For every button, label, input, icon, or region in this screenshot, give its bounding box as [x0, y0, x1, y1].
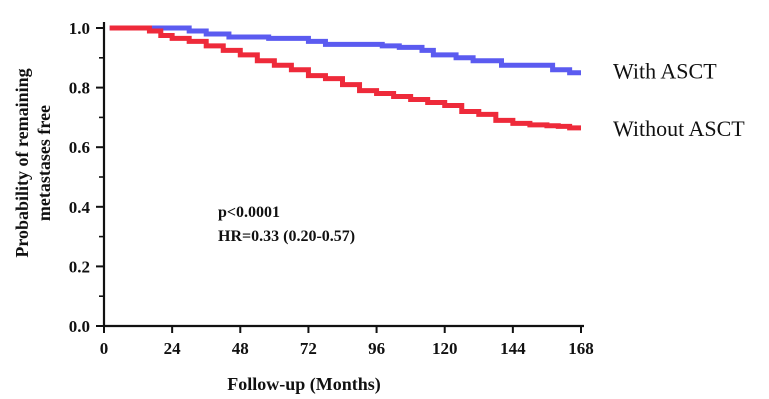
y-axis-title-line-1: Probability of remaining	[12, 68, 32, 257]
x-axis-title: Follow-up (Months)	[227, 374, 381, 395]
y-axis-title-group: Probability of remaining metastases free	[12, 68, 54, 257]
axes: 0.0 0.2 0.4 0.6 0.8 1.0 0 24 48 72 96 120 144 168	[69, 19, 594, 358]
x-tick-label: 48	[232, 339, 249, 358]
y-tick-label: 0.4	[69, 198, 91, 217]
x-tick-label: 0	[100, 339, 109, 358]
x-tick-label: 96	[368, 339, 385, 358]
p-value-annotation: p<0.0001	[218, 204, 280, 221]
x-tick-label: 144	[500, 339, 526, 358]
y-tick-label: 0.8	[69, 79, 90, 98]
x-tick-label: 24	[164, 339, 182, 358]
series-line-without-asct	[109, 25, 581, 131]
hazard-ratio-annotation: HR=0.33 (0.20-0.57)	[218, 228, 355, 245]
y-tick-label: 0.6	[69, 138, 90, 157]
series-line-with-asct	[109, 25, 581, 76]
x-tick-label: 120	[432, 339, 458, 358]
legend: With ASCT Without ASCT	[613, 59, 745, 141]
y-axis-title-line-2: metastases free	[34, 105, 54, 221]
x-tick-label: 72	[300, 339, 317, 358]
series-layer	[109, 25, 581, 131]
legend-label-with-asct: With ASCT	[613, 59, 717, 84]
legend-label-without-asct: Without ASCT	[613, 116, 745, 141]
y-tick-label: 0.2	[69, 257, 90, 276]
y-tick-label: 0.0	[69, 317, 90, 336]
x-tick-label: 168	[568, 339, 594, 358]
y-tick-label: 1.0	[69, 19, 90, 38]
